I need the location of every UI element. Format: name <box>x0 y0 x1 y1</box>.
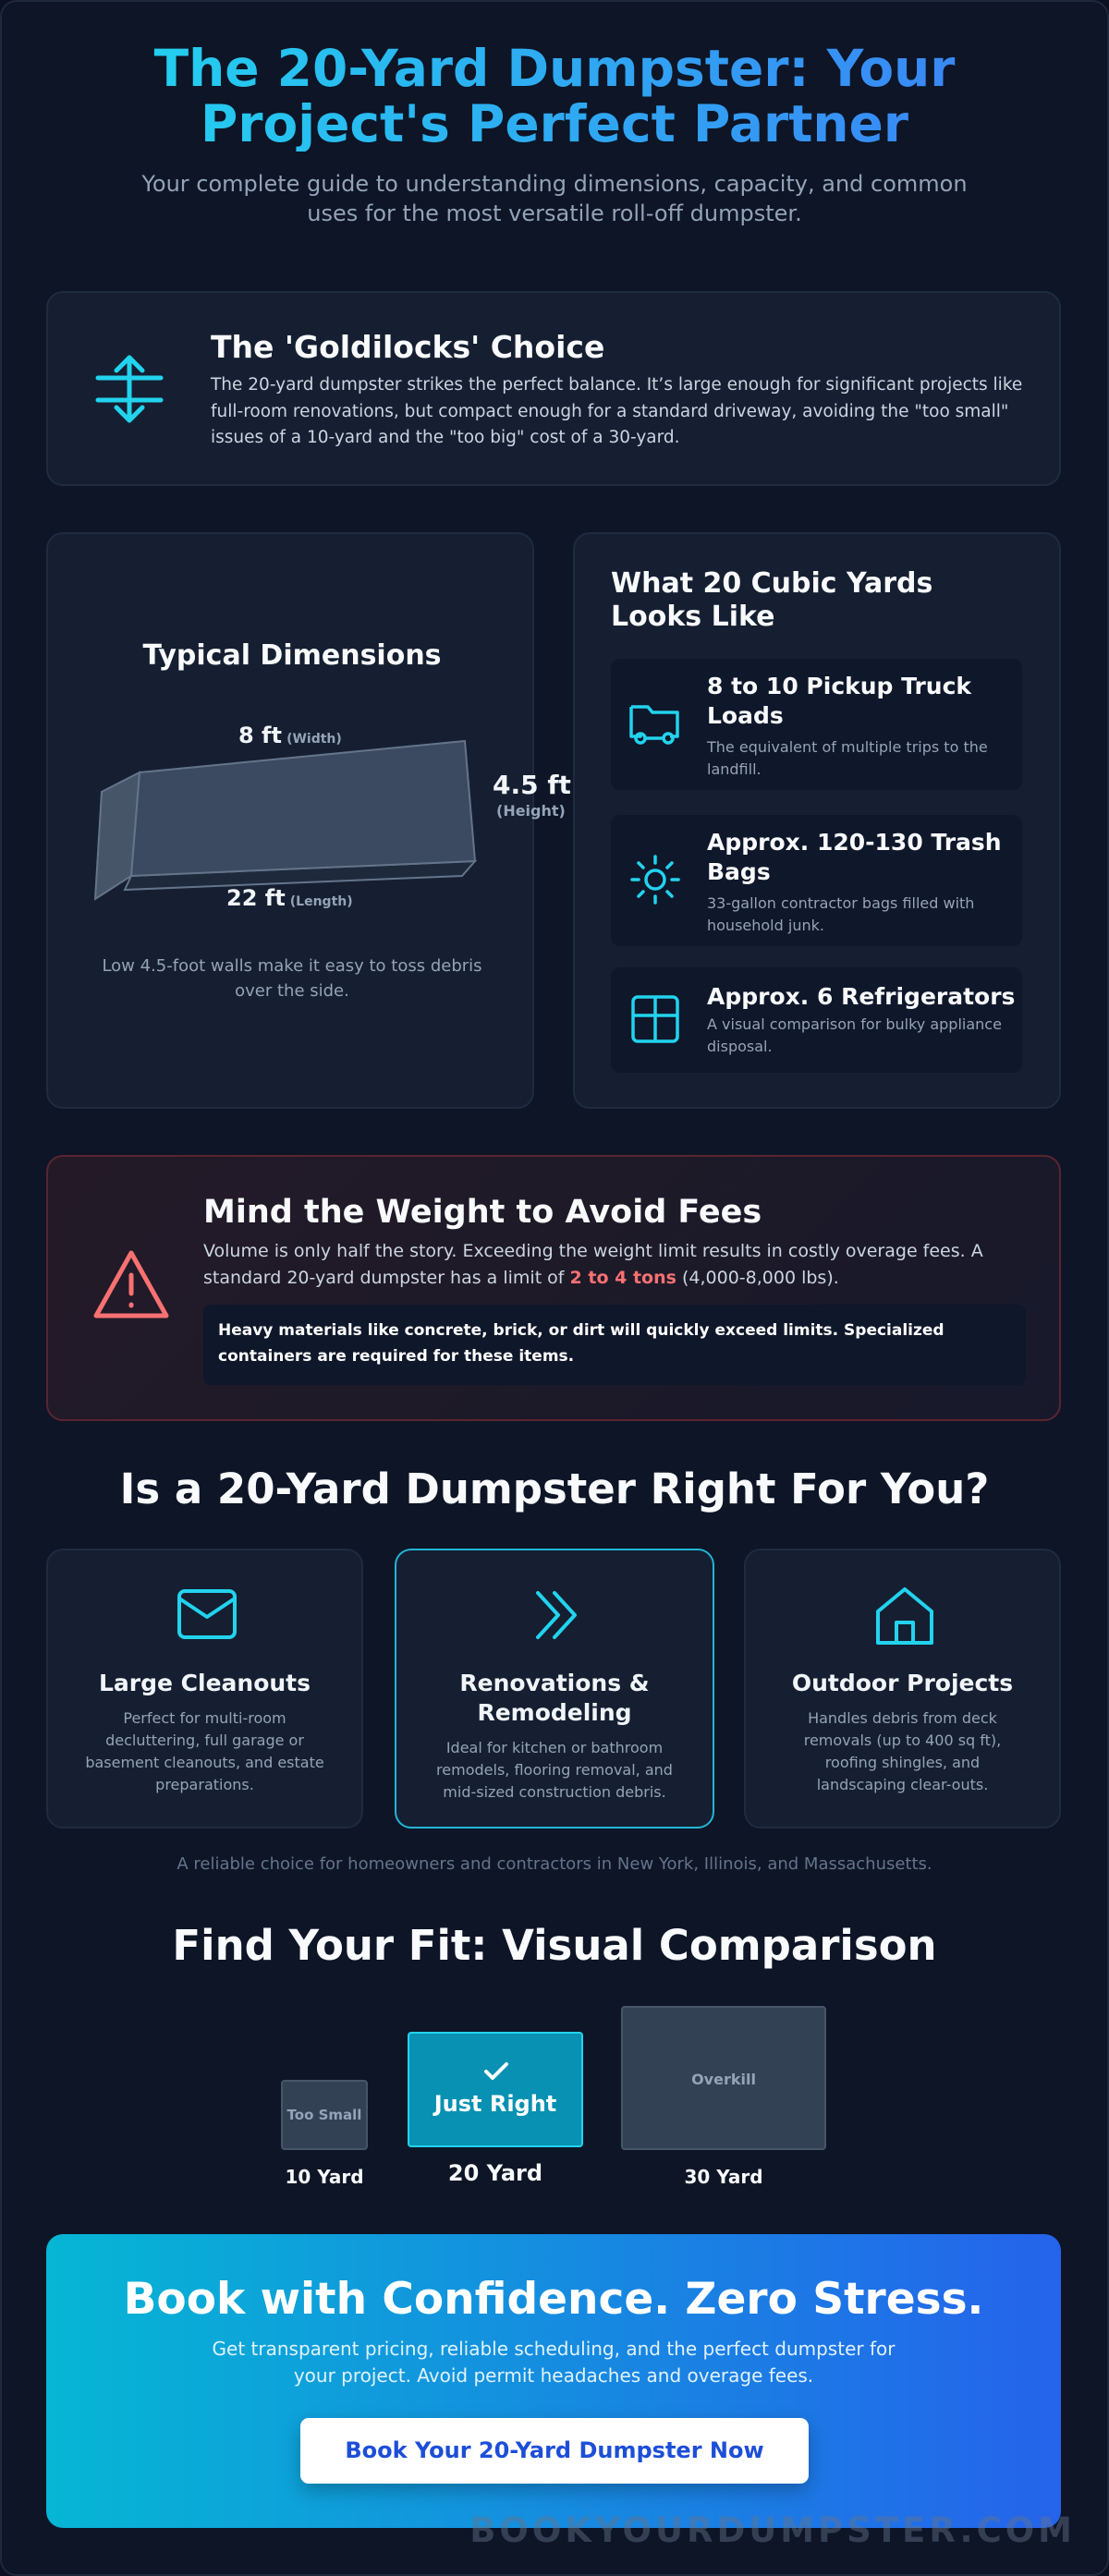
height-value: 4.5 ft <box>493 770 571 800</box>
fit-card: Renovations & Remodeling Ideal for kitch… <box>395 1549 714 1829</box>
section-title: Is a 20-Yard Dumpster Right For You? <box>119 1464 990 1513</box>
weight-card: Mind the Weight to Avoid Fees Volume is … <box>46 1155 1061 1421</box>
page-subtitle: Your complete guide to understanding dim… <box>141 171 968 226</box>
book-button[interactable]: Book Your 20-Yard Dumpster Now <box>300 2418 809 2484</box>
page-title: The 20-Yard Dumpster: Your Project's Per… <box>92 41 1017 152</box>
item-title: 8 to 10 Pickup Truck Loads <box>707 673 972 729</box>
size-box: Just Right <box>408 2032 583 2147</box>
truck-icon <box>629 705 679 745</box>
dumpster-diagram <box>93 739 478 901</box>
card-title: Mind the Weight to Avoid Fees <box>203 1194 762 1231</box>
card-text: Ideal for kitchen or bathroom remodels, … <box>436 1739 673 1801</box>
check-icon <box>484 2062 508 2080</box>
length-label: 22 ft (Length) <box>226 885 353 911</box>
warning-icon <box>93 1250 169 1318</box>
card-note: Low 4.5-foot walls make it easy to toss … <box>102 956 482 1001</box>
card-text: Volume is only half the story. Exceeding… <box>203 1238 1035 1291</box>
card-title: The 'Goldilocks' Choice <box>211 329 605 365</box>
size-label: 10 Yard <box>285 2166 364 2188</box>
capacity-item: Approx. 120-130 Trash Bags 33-gallon con… <box>611 815 1022 946</box>
size-box-text: Just Right <box>433 2091 557 2117</box>
watermark: BOOKYOURDUMPSTER.COM <box>469 2510 1076 2550</box>
card-text: Perfect for multi-room decluttering, ful… <box>85 1709 324 1793</box>
dimension-value: 8 ft <box>238 723 282 748</box>
footnote: A reliable choice for homeowners and con… <box>177 1854 932 1874</box>
size-box: Overkill <box>621 2006 826 2150</box>
card-title: What 20 Cubic Yards Looks Like <box>611 567 933 633</box>
item-text: 33-gallon contractor bags filled with ho… <box>707 894 975 934</box>
cta-banner: Book with Confidence. Zero Stress. Get t… <box>46 2234 1061 2528</box>
size-label: 20 Yard <box>447 2160 543 2186</box>
dimension-caption: (Width) <box>286 732 342 747</box>
dimension-value: 22 ft <box>226 885 286 911</box>
item-text: The equivalent of multiple trips to the … <box>707 738 988 778</box>
card-title: Typical Dimensions <box>142 639 442 672</box>
item-text: A visual comparison for bulky appliance … <box>707 1015 1002 1055</box>
weight-limit: 2 to 4 tons <box>569 1267 676 1288</box>
card-title: Renovations & Remodeling <box>459 1670 650 1726</box>
cta-title: Book with Confidence. Zero Stress. <box>123 2274 984 2325</box>
capacity-item: 8 to 10 Pickup Truck Loads The equivalen… <box>611 659 1022 790</box>
fit-card: Large Cleanouts Perfect for multi-room d… <box>46 1549 363 1829</box>
text: (4,000-8,000 lbs). <box>676 1267 839 1288</box>
height-caption: (Height) <box>496 802 566 820</box>
text: Volume is only half the story. Exceeding… <box>203 1241 983 1288</box>
fit-card: Outdoor Projects Handles debris from dec… <box>744 1549 1061 1829</box>
house-icon <box>876 1587 933 1645</box>
sun-icon <box>630 855 680 905</box>
item-title: Approx. 120-130 Trash Bags <box>707 829 1002 885</box>
card-title: Outdoor Projects <box>791 1670 1014 1696</box>
card-text: The 20-yard dumpster strikes the perfect… <box>211 375 1023 447</box>
section-title: Find Your Fit: Visual Comparison <box>172 1921 937 1970</box>
capacity-item: Approx. 6 Refrigerators A visual compari… <box>611 967 1022 1073</box>
cta-text: Get transparent pricing, reliable schedu… <box>212 2338 896 2387</box>
card-text: Handles debris from deck removals (up to… <box>803 1709 1002 1793</box>
size-label: 30 Yard <box>684 2166 763 2188</box>
width-label: 8 ft (Width) <box>238 723 342 748</box>
size-box: Too Small <box>281 2080 368 2150</box>
weight-note: Heavy materials like concrete, brick, or… <box>203 1305 1026 1385</box>
dimension-caption: (Length) <box>289 894 353 909</box>
grid-icon <box>631 995 679 1043</box>
goldilocks-card: The 'Goldilocks' Choice The 20-yard dump… <box>46 291 1061 486</box>
chevrons-icon <box>536 1591 577 1639</box>
mail-icon <box>177 1589 237 1639</box>
card-title: Large Cleanouts <box>98 1670 311 1696</box>
resize-icon <box>95 355 164 423</box>
item-title: Approx. 6 Refrigerators <box>707 983 1016 1010</box>
